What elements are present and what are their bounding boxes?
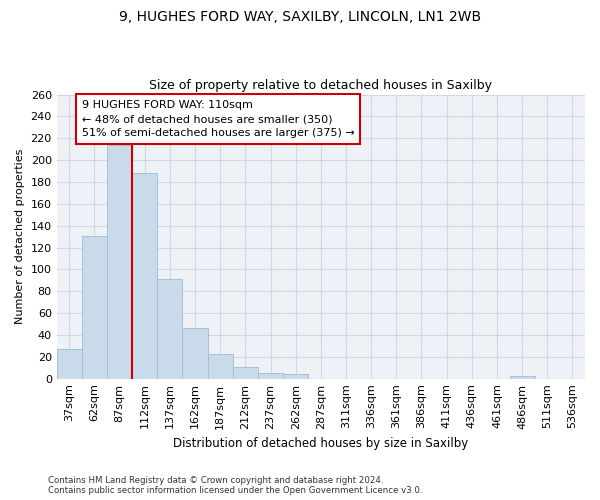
Y-axis label: Number of detached properties: Number of detached properties: [15, 149, 25, 324]
Bar: [82, 236, 107, 378]
Bar: [107, 145, 132, 378]
Title: Size of property relative to detached houses in Saxilby: Size of property relative to detached ho…: [149, 79, 493, 92]
Bar: [283, 374, 308, 378]
Text: 9 HUGHES FORD WAY: 110sqm
← 48% of detached houses are smaller (350)
51% of semi: 9 HUGHES FORD WAY: 110sqm ← 48% of detac…: [82, 100, 355, 138]
Bar: [132, 173, 157, 378]
Bar: [509, 376, 535, 378]
Text: Contains HM Land Registry data © Crown copyright and database right 2024.
Contai: Contains HM Land Registry data © Crown c…: [48, 476, 422, 495]
X-axis label: Distribution of detached houses by size in Saxilby: Distribution of detached houses by size …: [173, 437, 469, 450]
Bar: [56, 349, 82, 378]
Bar: [233, 366, 258, 378]
Bar: [157, 279, 182, 378]
Bar: [208, 354, 233, 378]
Bar: [182, 328, 208, 378]
Text: 9, HUGHES FORD WAY, SAXILBY, LINCOLN, LN1 2WB: 9, HUGHES FORD WAY, SAXILBY, LINCOLN, LN…: [119, 10, 481, 24]
Bar: [258, 373, 283, 378]
